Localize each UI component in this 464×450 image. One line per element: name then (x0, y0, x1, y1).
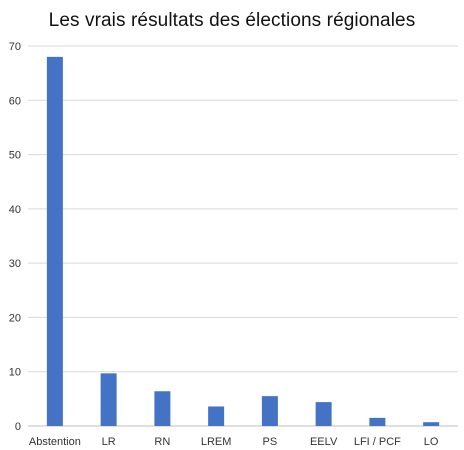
x-category-label: LR (102, 436, 116, 448)
y-tick-label: 0 (15, 421, 21, 433)
grid-layer (28, 45, 458, 427)
bar-layer (46, 56, 440, 427)
bar (423, 422, 440, 426)
chart-title: Les vrais résultats des élections région… (48, 10, 416, 31)
x-axis-categories: Abstention LR RN LREM PS EELV LFI / PCF LO (29, 436, 439, 448)
bar (208, 406, 225, 426)
x-category-label: EELV (310, 436, 338, 448)
bar (261, 396, 278, 426)
y-tick-label: 60 (9, 95, 21, 107)
y-tick-label: 50 (9, 150, 21, 162)
x-category-label: LO (424, 436, 439, 448)
bar (154, 391, 171, 426)
x-category-label: LFI / PCF (354, 436, 401, 448)
x-category-label: Abstention (29, 436, 81, 448)
x-category-label: RN (154, 436, 170, 448)
bar (46, 56, 63, 427)
y-tick-label: 70 (9, 41, 21, 53)
bar (100, 373, 117, 426)
bar (315, 402, 332, 426)
bar (369, 417, 386, 426)
y-tick-label: 30 (9, 258, 21, 270)
y-tick-label: 10 (9, 367, 21, 379)
x-category-label: PS (263, 436, 278, 448)
y-tick-label: 40 (9, 204, 21, 216)
y-axis-ticks: 0 10 20 30 40 50 60 70 (9, 41, 21, 433)
x-category-label: LREM (201, 436, 232, 448)
y-tick-label: 20 (9, 312, 21, 324)
